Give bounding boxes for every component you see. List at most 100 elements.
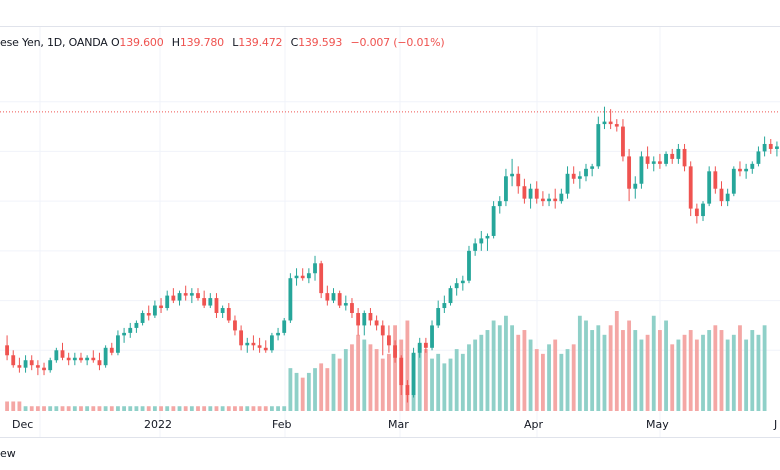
candle-body [109,347,114,353]
volume-bar [608,325,613,411]
volume-bar [423,349,428,411]
candle-body [738,168,742,172]
legend-high-label: H [171,36,180,49]
candle-body [60,350,65,358]
volume-bar [350,344,354,411]
volume-bar [547,344,551,411]
candle-body [627,156,632,189]
volume-bar [670,344,675,411]
volume-bar [183,406,188,411]
candle-body [676,148,681,159]
candle-body [276,332,280,336]
volume-bar [42,406,46,411]
volume-bar [362,339,367,411]
volume-bar [590,330,595,411]
volume-bar [522,330,527,411]
volume-bar [374,349,379,411]
volume-bar [331,353,336,411]
candle-body [23,360,28,368]
candle-body [707,171,712,204]
volume-bar [60,406,65,411]
candle-body [577,176,582,179]
candle-body [540,198,545,202]
volume-bar [245,406,250,411]
x-tick-mar: Mar [388,418,409,431]
candle-body [762,143,767,152]
candle-body [621,126,625,157]
candle-body [725,193,730,202]
candle-body [775,146,779,149]
volume-bar [436,353,441,411]
candle-body [189,293,194,296]
volume-bar [479,334,484,411]
volume-bar [497,325,502,411]
volume-bar [528,339,533,411]
candle-body [460,280,465,284]
volume-bar [559,353,564,411]
candle-body [350,303,354,313]
volume-bar [393,325,397,411]
candle-body [547,198,551,202]
volume-bar [602,334,607,411]
legend-open: 139.600 [119,36,164,49]
volume-bar [202,406,207,411]
volume-bar [325,368,330,411]
volume-bar [417,344,422,411]
volume-bar [491,320,496,411]
volume-bar [54,406,59,411]
candle-body [306,273,311,279]
volume-bar [534,349,539,411]
candle-body [116,335,120,353]
top-border [0,26,780,27]
candle-body [319,263,324,294]
volume-bar [614,311,619,411]
volume-bar [744,339,749,411]
candle-body [165,295,170,309]
candle-body [122,332,127,336]
candle-body [251,342,256,346]
legend-close: 139.593 [298,36,343,49]
volume-bar [577,315,582,411]
volume-bar [719,330,724,411]
volume-bar [430,358,434,411]
x-tick-may: May [646,418,669,431]
volume-bar [128,406,133,411]
ohlc-legend: ese Yen, 1D, OANDA O139.600 H139.780 L13… [0,36,445,49]
volume-bar [565,349,570,411]
candle-body [300,275,305,279]
volume-bar [756,334,761,411]
volume-bar [368,344,373,411]
candle-body [103,347,108,366]
volume-bar [467,344,471,411]
candle-body [233,320,237,331]
volume-bar [454,349,459,411]
candle-body [701,203,705,217]
candle-body [134,322,139,328]
volume-bar [356,334,361,411]
volume-bar [91,406,96,411]
candle-body [639,156,644,184]
volume-bar [140,406,145,411]
candle-body [196,293,200,299]
volume-bar [165,406,170,411]
candle-body [651,161,656,164]
volume-bar [313,368,317,411]
candle-body [343,303,348,306]
volume-bar [306,372,311,411]
candle-body [140,313,145,323]
volume-bar [239,406,244,411]
candle-body [313,263,317,274]
volume-bar [214,406,219,411]
volume-bar [540,353,545,411]
candle-body [731,168,736,194]
candle-body [257,345,262,348]
candle-body [48,360,53,371]
volume-bar [208,406,213,411]
candle-body [220,308,225,313]
volume-bar [621,330,625,411]
volume-bar [79,406,83,411]
candle-body [85,357,90,361]
candle-body [430,325,434,348]
candle-body [645,156,650,164]
